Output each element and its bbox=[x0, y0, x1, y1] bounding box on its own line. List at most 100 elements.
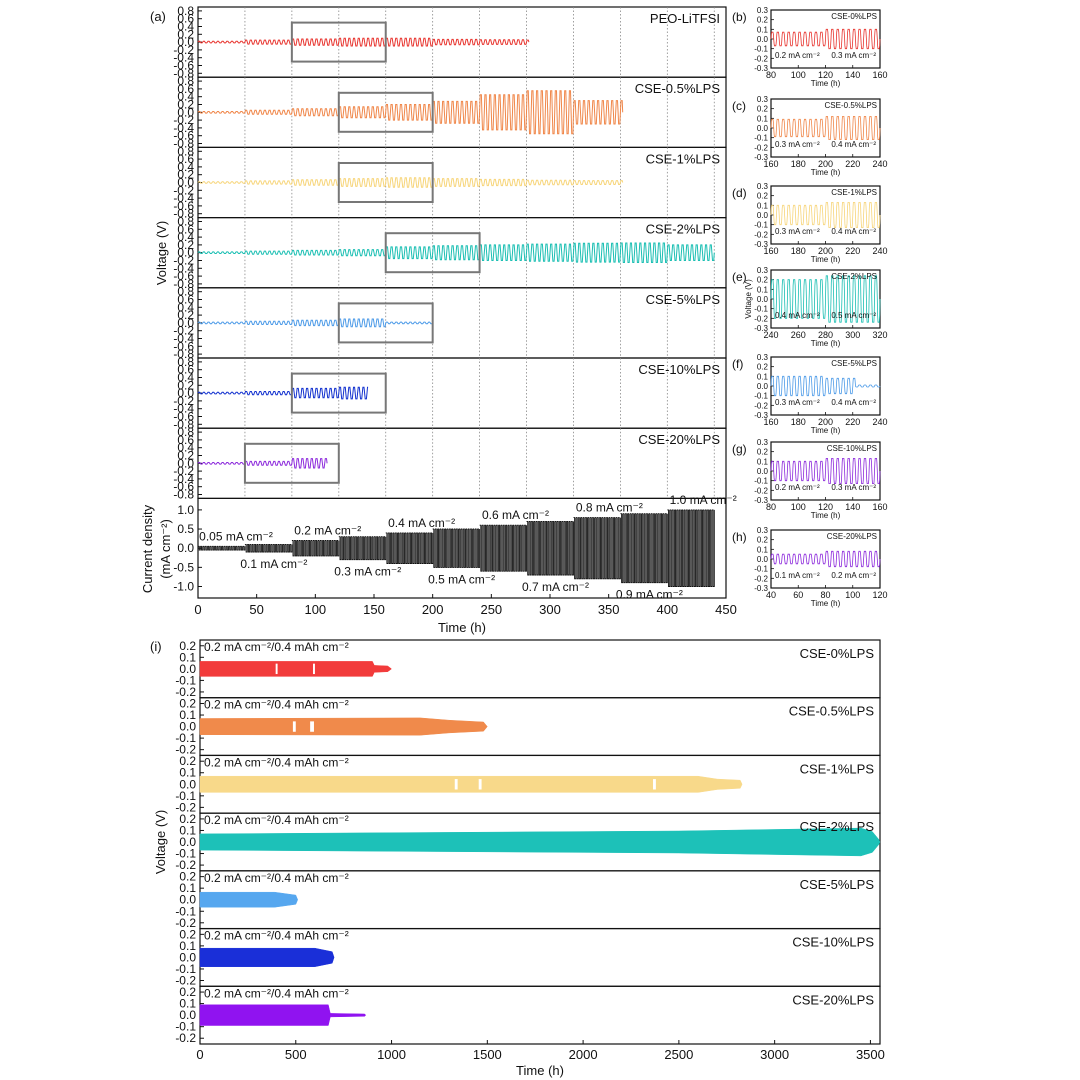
x-tick-label: 50 bbox=[249, 602, 263, 617]
y-tick-label: -0.3 bbox=[754, 64, 768, 73]
current-annotation: 0.6 mA cm⁻² bbox=[482, 508, 549, 522]
x-tick-label: 60 bbox=[793, 590, 803, 600]
y-tick-label: 0.1 bbox=[757, 201, 769, 210]
voltage-trace-cse-5-lps bbox=[197, 318, 434, 328]
x-tick-label: 240 bbox=[872, 159, 887, 169]
panel-a-ylabel: Voltage (V) bbox=[154, 221, 169, 285]
y-tick-label: 0.2 bbox=[757, 192, 769, 201]
panel-i-ylabel: Voltage (V) bbox=[153, 810, 168, 874]
y-tick-label: 0.3 bbox=[757, 438, 769, 447]
y-tick-label: 0.3 bbox=[757, 353, 769, 362]
inset-current-right: 0.5 mA cm⁻² bbox=[831, 311, 876, 320]
y-tick-label: 0.2 bbox=[179, 639, 196, 653]
x-tick-label: 2000 bbox=[569, 1047, 598, 1062]
y-tick-label: -0.3 bbox=[754, 584, 768, 593]
y-tick-label: 0.2 bbox=[177, 98, 194, 112]
subplot-cse-10-lps: 0.20.10.0-0.1-0.2 0.2 mA cm⁻²/0.4 mAh cm⁻… bbox=[175, 927, 881, 988]
x-tick-label: 140 bbox=[845, 502, 860, 512]
condition-label: 0.2 mA cm⁻²/0.4 mAh cm⁻² bbox=[204, 755, 349, 769]
inset-current-left: 0.2 mA cm⁻² bbox=[775, 483, 820, 492]
x-tick-label: 180 bbox=[791, 246, 806, 256]
x-tick-label: 220 bbox=[845, 417, 860, 427]
panel-i-long-term-cycling: (i) 0.20.10.0-0.1-0.20.2 mA cm⁻²/0.4 mAh … bbox=[150, 639, 885, 1078]
y-tick-label: 0.3 bbox=[757, 526, 769, 535]
y-tick-label: -0.1 bbox=[754, 477, 768, 486]
subplot-cse-2-lps: 0.20.10.0-0.1-0.2 0.2 mA cm⁻²/0.4 mAh cm⁻… bbox=[175, 812, 881, 872]
voltage-envelope-cse-20-lps bbox=[199, 1004, 367, 1026]
x-tick-label: 100 bbox=[791, 502, 806, 512]
inset-current-left: 0.1 mA cm⁻² bbox=[775, 571, 820, 580]
y-tick-label: 0.1 bbox=[179, 708, 196, 722]
y-tick-label: 0.0 bbox=[179, 893, 196, 907]
y-tick-label: 0.2 bbox=[177, 378, 194, 392]
inset-current-right: 0.4 mA cm⁻² bbox=[831, 398, 876, 407]
y-tick-label: -0.6 bbox=[173, 480, 194, 494]
y-tick-label: -0.2 bbox=[173, 464, 194, 478]
x-tick-label: 300 bbox=[539, 602, 561, 617]
x-tick-label: 100 bbox=[304, 602, 326, 617]
panels-b-to-h-zoom-insets: (b) 0.30.20.10.0-0.1-0.2-0.380 100 120 140 16… bbox=[732, 6, 888, 608]
current-annotation: 0.1 mA cm⁻² bbox=[240, 557, 307, 571]
y-tick-label: 0.1 bbox=[179, 650, 196, 664]
condition-label: 0.2 mA cm⁻²/0.4 mAh cm⁻² bbox=[204, 813, 349, 827]
y-tick-label: -0.8 bbox=[173, 417, 194, 431]
zoom-box bbox=[337, 302, 434, 344]
voltage-trace-cse-20-lps bbox=[197, 458, 328, 469]
subplot-cse-5-lps: 0.80.60.40.20.0-0.2-0.4-0.6-0.8 CSE-5%LPS bbox=[173, 285, 727, 361]
y-tick-label: -0.2 bbox=[754, 314, 768, 323]
x-tick-label: 400 bbox=[656, 602, 678, 617]
envelope-gap bbox=[454, 779, 458, 790]
inset-series-label: CSE-1%LPS bbox=[831, 188, 877, 197]
series-label-cse-2-lps: CSE-2%LPS bbox=[646, 222, 721, 237]
subplot-cse-1-lps: 0.80.60.40.20.0-0.2-0.4-0.6-0.8 CSE-1%LPS bbox=[173, 144, 727, 221]
y-tick-label: 0.8 bbox=[177, 355, 194, 369]
y-tick-label: 0.0 bbox=[179, 1008, 196, 1022]
y-tick-label: 0.1 bbox=[179, 997, 196, 1011]
x-tick-label: 100 bbox=[791, 70, 806, 80]
current-ylabel-line1: Current density bbox=[140, 504, 155, 593]
voltage-envelope-cse-0-lps bbox=[199, 661, 392, 677]
x-tick-label: 0 bbox=[194, 602, 201, 617]
y-tick-label: 0.2 bbox=[757, 276, 769, 285]
voltage-trace-cse-10-lps bbox=[197, 386, 369, 400]
y-tick-label: -0.1 bbox=[175, 673, 196, 687]
x-tick-label: 500 bbox=[285, 1047, 307, 1062]
y-tick-label: -0.3 bbox=[754, 496, 768, 505]
inset-xlabel: Time (h) bbox=[811, 339, 841, 348]
inset-trace bbox=[770, 458, 881, 484]
panel-a-xlabel: Time (h) bbox=[438, 620, 486, 635]
x-tick-label: 260 bbox=[791, 330, 806, 340]
series-label-cse-10-lps: CSE-10%LPS bbox=[638, 362, 720, 377]
y-tick-label: -0.3 bbox=[754, 240, 768, 249]
x-tick-label: 320 bbox=[872, 330, 887, 340]
y-tick-label: 0.4 bbox=[177, 371, 194, 385]
y-tick-label: 0.1 bbox=[179, 939, 196, 953]
y-tick-label: 0.2 bbox=[757, 536, 769, 545]
y-tick-label: 0.1 bbox=[179, 823, 196, 837]
zoom-box bbox=[290, 372, 387, 414]
y-tick-label: -0.1 bbox=[175, 1020, 196, 1034]
y-tick-label: -0.5 bbox=[173, 560, 194, 574]
y-tick-label: -0.1 bbox=[754, 305, 768, 314]
y-tick-label: -0.1 bbox=[175, 731, 196, 745]
series-label-cse-0-5-lps: CSE-0.5%LPS bbox=[635, 81, 721, 96]
y-tick-label: 0.0 bbox=[757, 555, 769, 564]
series-label-cse-1-lps: CSE-1%LPS bbox=[646, 151, 721, 166]
y-tick-label: -0.2 bbox=[173, 394, 194, 408]
y-tick-label: 0.6 bbox=[177, 82, 194, 96]
subplot-cse-0-5-lps: 0.20.10.0-0.1-0.2 0.2 mA cm⁻²/0.4 mAh cm⁻… bbox=[175, 696, 881, 757]
y-tick-label: -0.1 bbox=[175, 904, 196, 918]
x-tick-label: 200 bbox=[818, 159, 833, 169]
y-tick-label: -0.6 bbox=[173, 59, 194, 73]
y-tick-label: 0.2 bbox=[179, 754, 196, 768]
x-tick-label: 150 bbox=[363, 602, 385, 617]
inset-panel-label: (f) bbox=[732, 357, 743, 371]
y-tick-label: -0.3 bbox=[754, 324, 768, 333]
inset-series-label: CSE-0%LPS bbox=[831, 12, 877, 21]
y-tick-label: 0.8 bbox=[177, 4, 194, 18]
inset-cse-10-lps: (g) 0.30.20.10.0-0.1-0.2-0.380 100 120 140 16… bbox=[732, 438, 888, 520]
y-tick-label: -0.2 bbox=[175, 974, 196, 988]
